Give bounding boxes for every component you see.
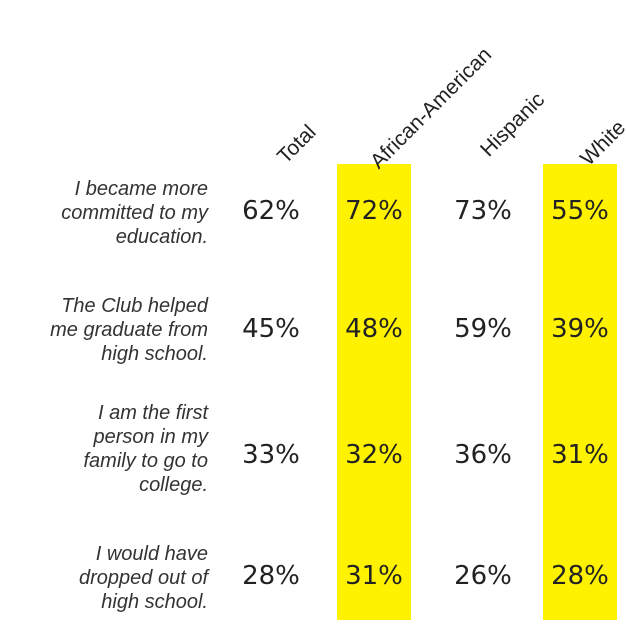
- cell-african-american: 32%: [334, 440, 414, 470]
- row-label: The Club helped me graduate from high sc…: [10, 294, 208, 366]
- cell-african-american: 72%: [334, 196, 414, 226]
- cell-white: 31%: [540, 440, 620, 470]
- row-label: I would have dropped out of high school.: [10, 542, 208, 614]
- column-header-white: White: [576, 116, 626, 171]
- column-header-total: Total: [273, 121, 321, 169]
- cell-total: 33%: [231, 440, 311, 470]
- cell-total: 28%: [231, 561, 311, 591]
- cell-hispanic: 59%: [443, 314, 523, 344]
- row-label: I am the first person in my family to go…: [10, 401, 208, 497]
- column-header-african-american: African-American: [366, 43, 497, 174]
- cell-white: 39%: [540, 314, 620, 344]
- cell-total: 62%: [231, 196, 311, 226]
- column-header-hispanic: Hispanic: [476, 88, 550, 162]
- cell-white: 55%: [540, 196, 620, 226]
- cell-hispanic: 36%: [443, 440, 523, 470]
- row-label: I became more committed to my education.: [10, 177, 208, 249]
- cell-hispanic: 26%: [443, 561, 523, 591]
- cell-african-american: 31%: [334, 561, 414, 591]
- cell-african-american: 48%: [334, 314, 414, 344]
- cell-white: 28%: [540, 561, 620, 591]
- cell-hispanic: 73%: [443, 196, 523, 226]
- highlight-band-african-american: [337, 164, 411, 620]
- cell-total: 45%: [231, 314, 311, 344]
- highlight-band-white: [543, 164, 617, 620]
